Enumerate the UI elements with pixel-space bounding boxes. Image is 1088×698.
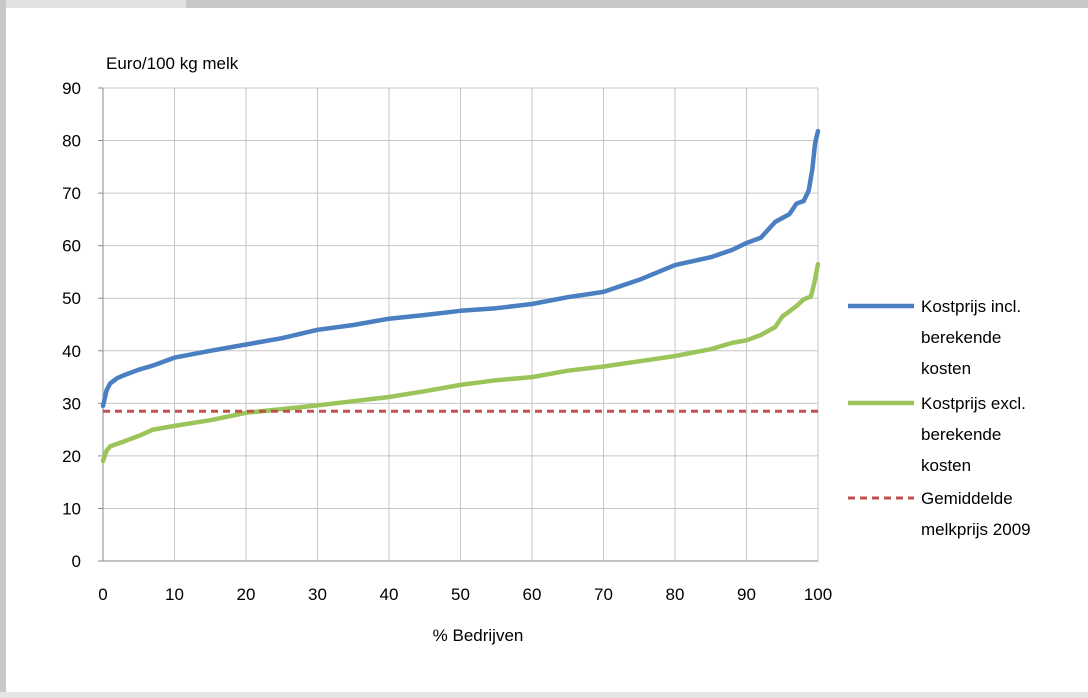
series-line-1 bbox=[100, 261, 821, 464]
x-tick-label: 70 bbox=[594, 585, 613, 604]
y-tick-label: 60 bbox=[62, 237, 81, 256]
x-tick-labels: 0 10 20 30 40 50 60 70 80 90 100 bbox=[98, 585, 832, 604]
x-tick-label: 30 bbox=[308, 585, 327, 604]
legend-label: berekende bbox=[921, 425, 1001, 444]
y-tick-label: 30 bbox=[62, 394, 81, 413]
x-tick-label: 0 bbox=[98, 585, 107, 604]
x-tick-label: 40 bbox=[380, 585, 399, 604]
gridlines bbox=[103, 87, 819, 561]
legend-label: Kostprijs excl. bbox=[921, 394, 1026, 413]
y-tick-label: 0 bbox=[72, 552, 81, 571]
y-tick-label: 80 bbox=[62, 132, 81, 151]
axes bbox=[102, 88, 818, 562]
legend-label: melkprijs 2009 bbox=[921, 520, 1031, 539]
y-tick-label: 50 bbox=[62, 289, 81, 308]
legend-label: Gemiddelde bbox=[921, 489, 1013, 508]
legend-label: kosten bbox=[921, 359, 971, 378]
x-tick-label: 20 bbox=[237, 585, 256, 604]
x-tick-label: 10 bbox=[165, 585, 184, 604]
series-line-0 bbox=[100, 128, 821, 409]
window-bottom-border bbox=[0, 692, 1088, 698]
y-tick-label: 10 bbox=[62, 499, 81, 518]
legend: Kostprijs incl. berekende kosten Kostprijs … bbox=[848, 297, 1031, 539]
y-tick-label: 20 bbox=[62, 447, 81, 466]
window-left-border bbox=[0, 0, 6, 698]
x-tick-label: 50 bbox=[451, 585, 470, 604]
data-series bbox=[100, 128, 821, 464]
legend-label: Kostprijs incl. bbox=[921, 297, 1021, 316]
window-top-bar bbox=[0, 0, 1088, 8]
y-tick-label: 70 bbox=[62, 184, 81, 203]
x-tick-label: 90 bbox=[737, 585, 756, 604]
x-tick-label: 60 bbox=[523, 585, 542, 604]
y-tick-label: 90 bbox=[62, 79, 81, 98]
x-tick-label: 100 bbox=[804, 585, 832, 604]
y-axis-label: Euro/100 kg melk bbox=[106, 54, 239, 73]
legend-label: kosten bbox=[921, 456, 971, 475]
y-tick-labels: 0 10 20 30 40 50 60 70 80 90 bbox=[62, 79, 103, 571]
window-tab bbox=[0, 0, 186, 8]
x-axis-label: % Bedrijven bbox=[433, 626, 524, 645]
y-tick-label: 40 bbox=[62, 342, 81, 361]
legend-label: berekende bbox=[921, 328, 1001, 347]
x-tick-label: 80 bbox=[666, 585, 685, 604]
